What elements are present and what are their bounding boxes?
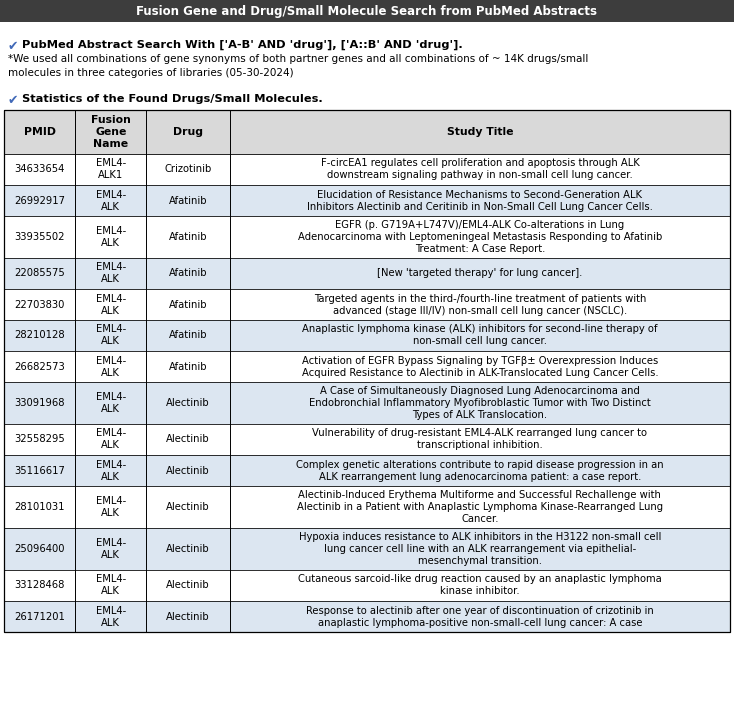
Text: Afatinib: Afatinib: [169, 362, 207, 372]
Text: EML4-
ALK: EML4- ALK: [95, 263, 126, 285]
Text: Response to alectinib after one year of discontinuation of crizotinib in
anaplas: Response to alectinib after one year of …: [306, 605, 654, 627]
Text: EML4-
ALK: EML4- ALK: [95, 538, 126, 560]
Text: EML4-
ALK: EML4- ALK: [95, 226, 126, 248]
Text: Afatinib: Afatinib: [169, 196, 207, 206]
Text: A Case of Simultaneously Diagnosed Lung Adenocarcinoma and
Endobronchial Inflamm: A Case of Simultaneously Diagnosed Lung …: [309, 386, 651, 420]
Text: 26171201: 26171201: [14, 612, 65, 622]
Text: Afatinib: Afatinib: [169, 232, 207, 242]
Text: EML4-
ALK: EML4- ALK: [95, 293, 126, 315]
Text: 34633654: 34633654: [15, 164, 65, 174]
Text: EML4-
ALK1: EML4- ALK1: [95, 159, 126, 181]
Text: Elucidation of Resistance Mechanisms to Second-Generation ALK
Inhibitors Alectin: Elucidation of Resistance Mechanisms to …: [307, 189, 653, 211]
Bar: [4, 424, 730, 455]
Text: F-circEA1 regulates cell proliferation and apoptosis through ALK
downstream sign: F-circEA1 regulates cell proliferation a…: [321, 159, 639, 181]
Bar: [4, 528, 730, 570]
Text: 22085575: 22085575: [14, 268, 65, 278]
Bar: [4, 570, 730, 601]
Bar: [4, 216, 730, 258]
Text: Cutaneous sarcoid-like drug reaction caused by an anaplastic lymphoma
kinase inh: Cutaneous sarcoid-like drug reaction cau…: [298, 575, 662, 597]
Text: 28210128: 28210128: [14, 330, 65, 340]
Text: Alectinib: Alectinib: [166, 502, 210, 512]
Bar: [4, 154, 730, 185]
Text: EML4-
ALK: EML4- ALK: [95, 189, 126, 211]
Text: Targeted agents in the third-/fourth-line treatment of patients with
advanced (s: Targeted agents in the third-/fourth-lin…: [313, 293, 646, 315]
Text: ✔: ✔: [8, 40, 18, 53]
Bar: [4, 382, 730, 424]
Bar: [4, 601, 730, 632]
Text: Alectinib: Alectinib: [166, 580, 210, 590]
Text: EML4-
ALK: EML4- ALK: [95, 392, 126, 414]
Text: Afatinib: Afatinib: [169, 300, 207, 310]
Text: Alectinib-Induced Erythema Multiforme and Successful Rechallenge with
Alectinib : Alectinib-Induced Erythema Multiforme an…: [297, 490, 663, 524]
Text: 33128468: 33128468: [15, 580, 65, 590]
Text: [New 'targeted therapy' for lung cancer].: [New 'targeted therapy' for lung cancer]…: [377, 268, 583, 278]
Bar: [4, 320, 730, 351]
Bar: [4, 351, 730, 382]
Text: Crizotinib: Crizotinib: [164, 164, 211, 174]
Text: 35116617: 35116617: [14, 466, 65, 476]
Text: 22703830: 22703830: [15, 300, 65, 310]
Text: Hypoxia induces resistance to ALK inhibitors in the H3122 non-small cell
lung ca: Hypoxia induces resistance to ALK inhibi…: [299, 532, 661, 566]
Text: *We used all combinations of gene synonyms of both partner genes and all combina: *We used all combinations of gene synony…: [8, 54, 589, 78]
Text: EGFR (p. G719A+L747V)/EML4-ALK Co-alterations in Lung
Adenocarcinoma with Leptom: EGFR (p. G719A+L747V)/EML4-ALK Co-altera…: [298, 220, 662, 254]
Text: 33091968: 33091968: [15, 398, 65, 408]
Text: Complex genetic alterations contribute to rapid disease progression in an
ALK re: Complex genetic alterations contribute t…: [296, 459, 664, 481]
Bar: [4, 258, 730, 289]
Text: 32558295: 32558295: [14, 434, 65, 444]
Text: Study Title: Study Title: [447, 127, 513, 137]
Text: Statistics of the Found Drugs/Small Molecules.: Statistics of the Found Drugs/Small Mole…: [22, 94, 323, 104]
Bar: [4, 185, 730, 216]
Text: Activation of EGFR Bypass Signaling by TGFβ± Overexpression Induces
Acquired Res: Activation of EGFR Bypass Signaling by T…: [302, 355, 658, 377]
Bar: [4, 455, 730, 486]
Text: Alectinib: Alectinib: [166, 466, 210, 476]
Text: Alectinib: Alectinib: [166, 434, 210, 444]
Text: EML4-
ALK: EML4- ALK: [95, 496, 126, 518]
Text: EML4-
ALK: EML4- ALK: [95, 605, 126, 627]
Text: Vulnerability of drug-resistant EML4-ALK rearranged lung cancer to
transcription: Vulnerability of drug-resistant EML4-ALK…: [313, 429, 647, 451]
Text: PubMed Abstract Search With ['A-B' AND 'drug'], ['A::B' AND 'drug'].: PubMed Abstract Search With ['A-B' AND '…: [22, 40, 462, 51]
Text: Alectinib: Alectinib: [166, 398, 210, 408]
Text: 25096400: 25096400: [15, 544, 65, 554]
Text: 26992917: 26992917: [14, 196, 65, 206]
Text: Alectinib: Alectinib: [166, 544, 210, 554]
Text: Afatinib: Afatinib: [169, 268, 207, 278]
Bar: [0, 0, 734, 22]
Text: 33935502: 33935502: [15, 232, 65, 242]
Text: 28101031: 28101031: [15, 502, 65, 512]
Text: Drug: Drug: [173, 127, 203, 137]
Text: ✔: ✔: [8, 94, 18, 107]
Text: EML4-
ALK: EML4- ALK: [95, 325, 126, 347]
Text: EML4-
ALK: EML4- ALK: [95, 429, 126, 451]
Text: EML4-
ALK: EML4- ALK: [95, 459, 126, 481]
Text: EML4-
ALK: EML4- ALK: [95, 355, 126, 377]
Text: Afatinib: Afatinib: [169, 330, 207, 340]
Bar: [4, 110, 730, 632]
Text: Alectinib: Alectinib: [166, 612, 210, 622]
Bar: [4, 486, 730, 528]
Text: PMID: PMID: [23, 127, 56, 137]
Text: Fusion Gene and Drug/Small Molecule Search from PubMed Abstracts: Fusion Gene and Drug/Small Molecule Sear…: [137, 4, 597, 18]
Text: EML4-
ALK: EML4- ALK: [95, 575, 126, 597]
Text: Anaplastic lymphoma kinase (ALK) inhibitors for second-line therapy of
non-small: Anaplastic lymphoma kinase (ALK) inhibit…: [302, 325, 658, 347]
Text: Fusion
Gene
Name: Fusion Gene Name: [91, 115, 131, 149]
Bar: [4, 289, 730, 320]
Bar: [4, 110, 730, 154]
Text: 26682573: 26682573: [14, 362, 65, 372]
